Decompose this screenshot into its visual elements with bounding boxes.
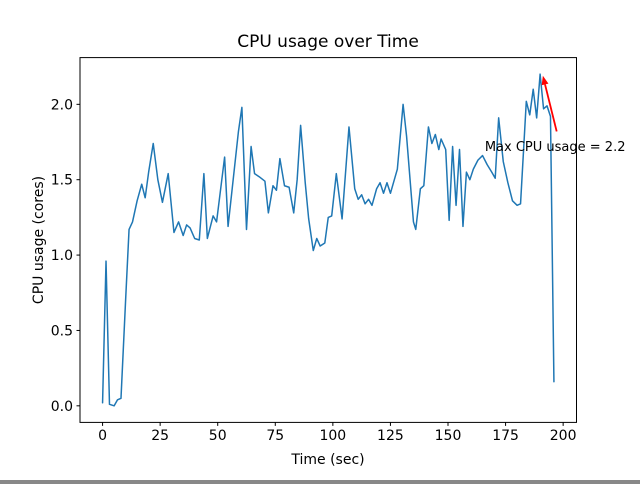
x-tick-label: 0 — [98, 428, 107, 444]
x-tick-label: 75 — [266, 428, 284, 444]
annotation-text: Max CPU usage = 2.2 — [485, 140, 626, 155]
y-tick-label: 0.5 — [51, 323, 73, 339]
x-tick-label: 150 — [435, 428, 462, 444]
x-tick-label: 100 — [319, 428, 346, 444]
chart-title: CPU usage over Time — [237, 32, 419, 52]
x-axis: 0 25 50 75 100 125 150 175 200 — [98, 422, 577, 444]
annotation-arrow-line — [544, 84, 558, 132]
x-tick-label: 25 — [151, 428, 169, 444]
x-axis-label: Time (sec) — [290, 452, 364, 468]
y-tick-label: 0.0 — [51, 399, 73, 415]
axes-spines — [79, 57, 577, 423]
y-axis: 0.0 0.5 1.0 1.5 2.0 — [51, 97, 80, 415]
max-annotation: Max CPU usage = 2.2 — [485, 75, 626, 155]
x-tick-label: 175 — [492, 428, 519, 444]
y-tick-label: 1.5 — [51, 173, 73, 189]
x-tick-label: 125 — [377, 428, 404, 444]
cpu-usage-line — [101, 73, 555, 407]
y-tick-label: 2.0 — [51, 97, 73, 113]
y-tick-label: 1.0 — [51, 248, 73, 264]
x-tick-label: 50 — [209, 428, 227, 444]
y-axis-label: CPU usage (cores) — [31, 176, 47, 304]
x-tick-label: 200 — [550, 428, 577, 444]
annotation-arrowhead-icon — [541, 75, 549, 86]
